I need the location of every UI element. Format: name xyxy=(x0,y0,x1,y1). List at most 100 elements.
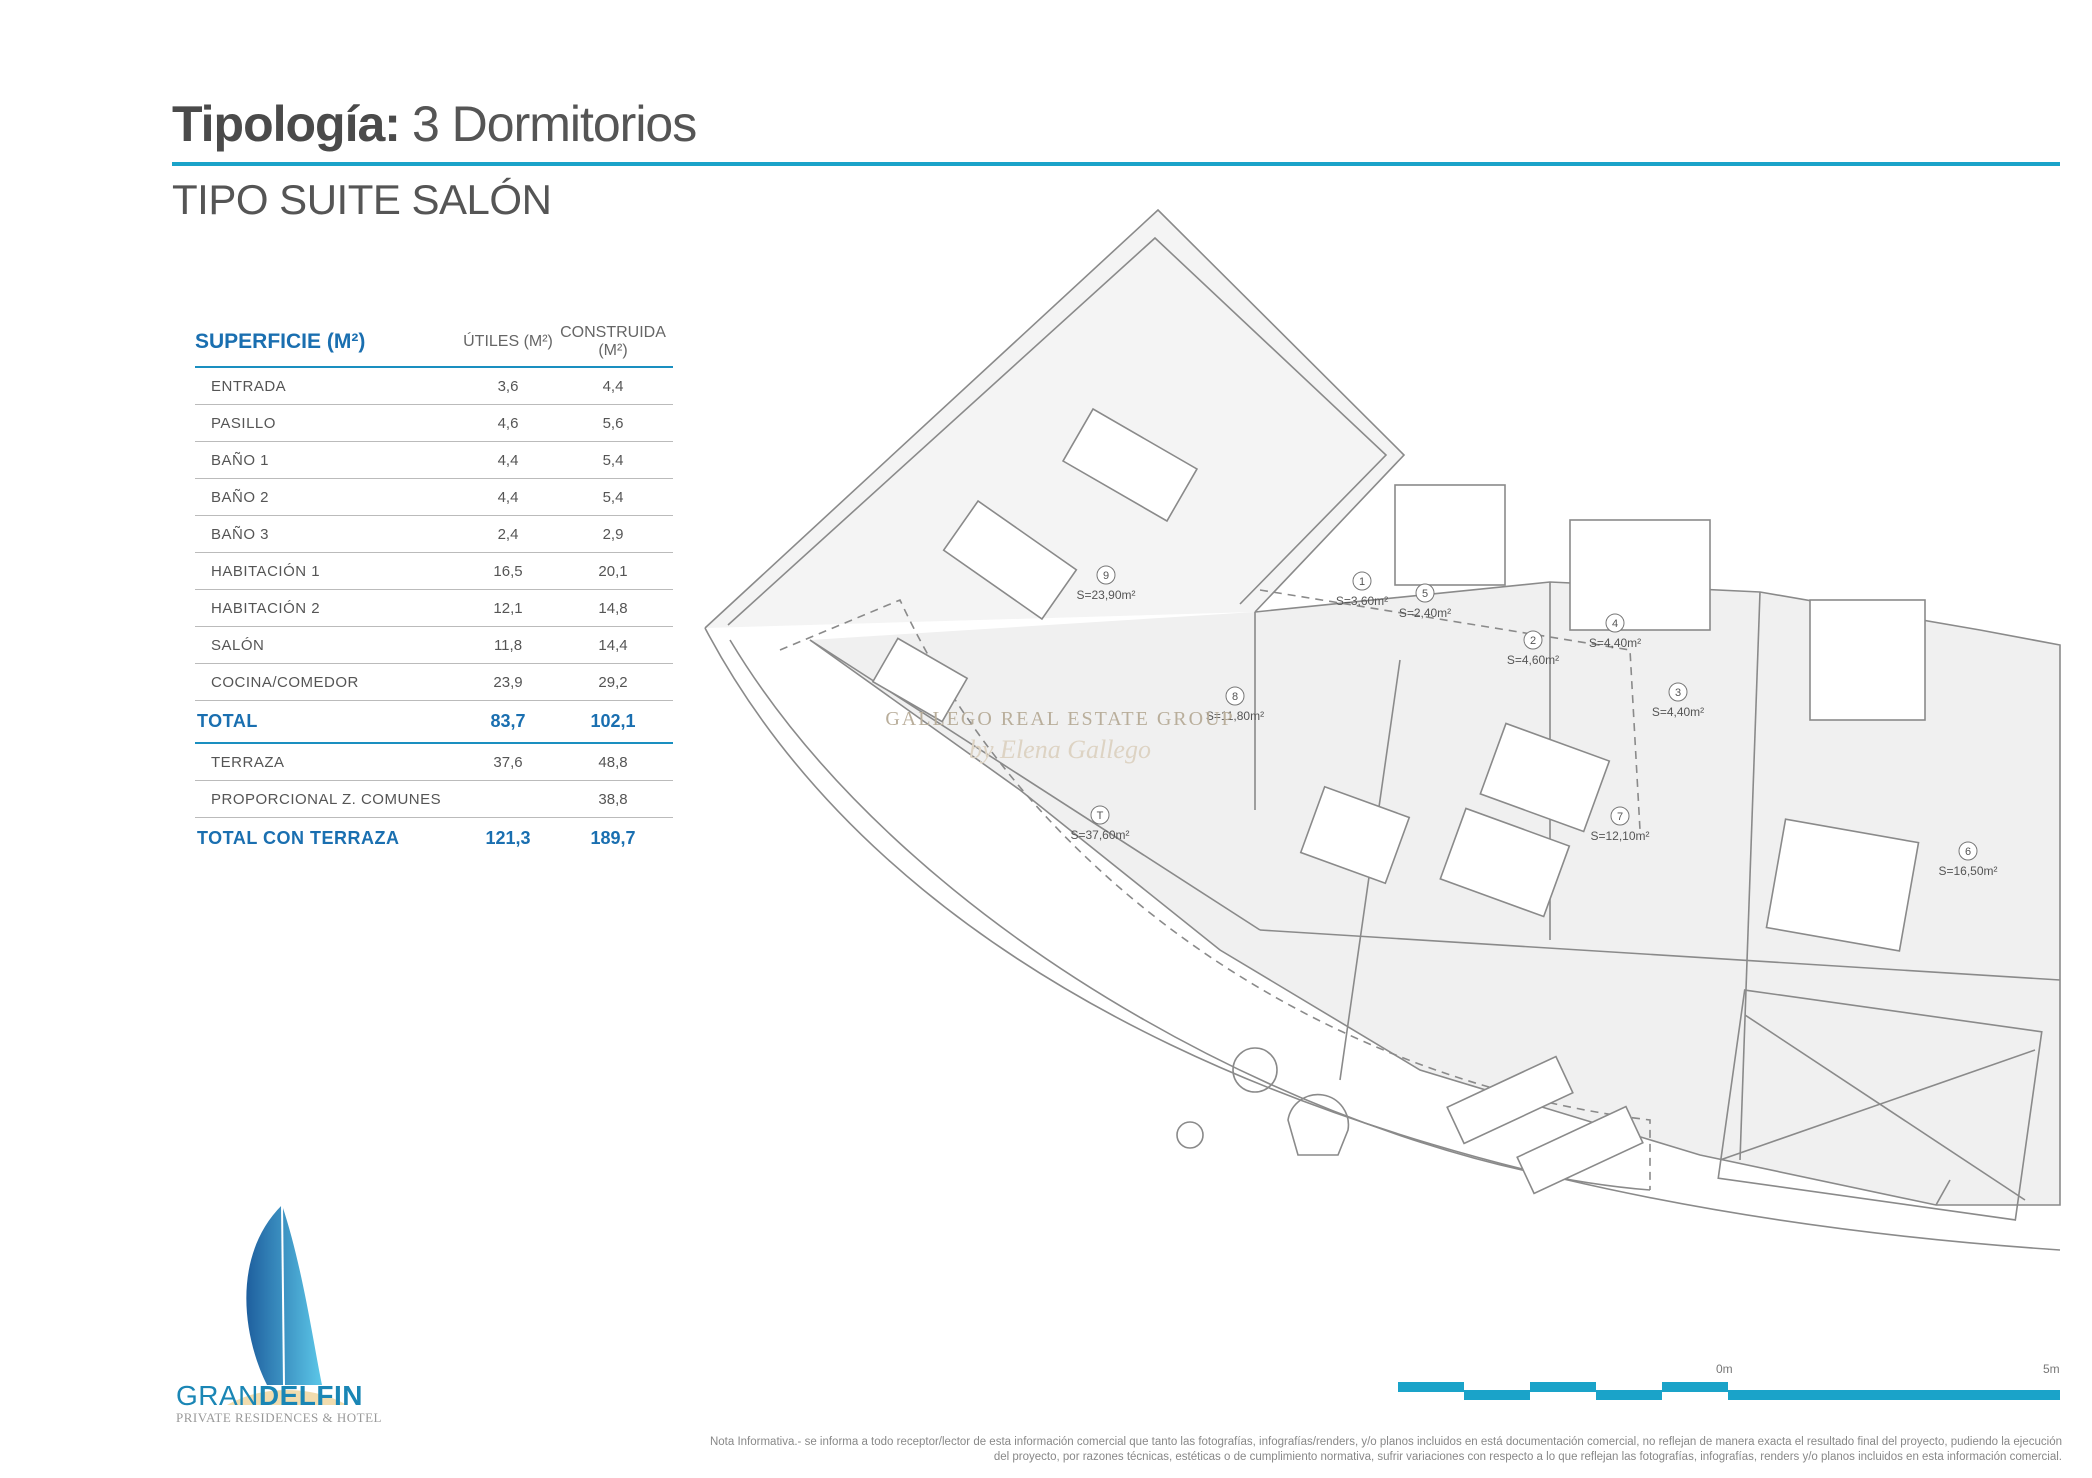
row-construida: 20,1 xyxy=(553,552,673,590)
row-utiles: 12,1 xyxy=(463,589,553,627)
row-utiles: 121,3 xyxy=(485,828,531,848)
bath-4 xyxy=(1569,519,1711,631)
room-number: 5 xyxy=(1422,588,1428,600)
room-label-7: 7 S=12,10m² xyxy=(1590,806,1650,843)
room-label-4: 4 S=4,40m² xyxy=(1589,613,1641,650)
row-label: PASILLO xyxy=(195,404,463,442)
wall-5 xyxy=(1739,591,1761,1161)
row-label: TOTAL xyxy=(195,700,463,744)
table-row: PASILLO 4,6 5,6 xyxy=(195,404,673,442)
watermark-line2: by Elena Gallego xyxy=(969,735,1151,764)
header-construida: CONSTRUIDA (M²) xyxy=(553,318,673,368)
row-label: HABITACIÓN 2 xyxy=(195,589,463,627)
scale-bar: 0m 5m xyxy=(1398,1362,2060,1400)
floor-plan: 1 S=3,60m² 2 S=4,60m² 3 S=4,40m² 4 S=4,40m² 5 S=2… xyxy=(704,208,2061,1251)
table-body: ENTRADA 3,6 4,4 PASILLO 4,6 5,6 BAÑO 1 4,4 5,4 BA… xyxy=(195,367,673,859)
room-area: S=4,60m² xyxy=(1507,653,1559,667)
row-utiles: 11,8 xyxy=(463,626,553,664)
total-row: TOTAL 83,7 102,1 xyxy=(195,700,673,744)
row-construida: 189,7 xyxy=(590,828,636,848)
plan-shell-main xyxy=(809,581,2061,1206)
table-row: ENTRADA 3,6 4,4 xyxy=(195,367,673,405)
total-terrace-row: TOTAL CON TERRAZA 121,3 189,7 xyxy=(195,818,673,860)
row-construida: 5,4 xyxy=(553,478,673,516)
solarium-x1 xyxy=(1744,1014,2026,1201)
room-label-T: T S=37,60m² xyxy=(1070,805,1130,842)
room-number: 1 xyxy=(1359,576,1365,588)
terrace-table xyxy=(871,637,969,723)
row-construida: 102,1 xyxy=(553,700,673,744)
row-construida: 14,4 xyxy=(553,626,673,664)
terrace-outer-curve xyxy=(704,627,2061,1251)
room-label-3: 3 S=4,40m² xyxy=(1652,682,1704,719)
row-label: BAÑO 3 xyxy=(195,515,463,553)
room-number: 9 xyxy=(1103,570,1109,582)
room-number-circle xyxy=(1605,613,1625,633)
row-construida: 5,4 xyxy=(553,441,673,479)
row-construida: 29,2 xyxy=(553,663,673,701)
row-utiles: 3,6 xyxy=(463,367,553,405)
plan-shell-kitchen-inner xyxy=(727,236,1388,626)
row-construida: 5,6 xyxy=(553,404,673,442)
room-number-circle xyxy=(1958,841,1978,861)
hall-dashed xyxy=(1259,589,1641,831)
room-area: S=16,50m² xyxy=(1938,864,1997,878)
row-construida: 4,4 xyxy=(553,367,673,405)
row-construida: 38,8 xyxy=(553,780,673,818)
table-row: HABITACIÓN 2 12,1 14,8 xyxy=(195,589,673,627)
room-label-6: 6 S=16,50m² xyxy=(1938,841,1998,878)
table-row: TERRAZA 37,6 48,8 xyxy=(195,743,673,781)
logo-tagline: PRIVATE RESIDENCES & HOTEL xyxy=(176,1410,382,1425)
row-utiles: 37,6 xyxy=(463,743,553,781)
room-number: 3 xyxy=(1675,687,1681,699)
solarium-x2 xyxy=(1719,1049,2036,1161)
dining-table xyxy=(942,499,1078,621)
wall-7 xyxy=(1259,929,2061,981)
table-row: BAÑO 1 4,4 5,4 xyxy=(195,441,673,479)
sofa-room-8 xyxy=(1299,785,1411,885)
row-label: BAÑO 2 xyxy=(195,478,463,516)
room-label-8: 8 S=11,80m² xyxy=(1206,686,1264,723)
room-number: 6 xyxy=(1965,846,1971,858)
bed-room-6 xyxy=(1765,818,1920,952)
room-area: S=4,40m² xyxy=(1652,705,1704,719)
room-area: S=4,40m² xyxy=(1589,636,1641,650)
room-label-9: 9 S=23,90m² xyxy=(1076,565,1136,602)
row-label: COCINA/COMEDOR xyxy=(195,663,463,701)
title-label: Tipología: xyxy=(172,96,401,152)
logo-name-bold: DELFIN xyxy=(258,1380,364,1411)
table-row: SALÓN 11,8 14,4 xyxy=(195,626,673,664)
bath-3 xyxy=(1809,599,1926,721)
terrace-lounger-1 xyxy=(1446,1055,1574,1145)
row-label: BAÑO 1 xyxy=(195,441,463,479)
logo-name: GRANDELFIN xyxy=(176,1380,382,1412)
terrace-inner-curve xyxy=(729,639,1651,1191)
bath-5 xyxy=(1394,484,1506,586)
scale-end-label: 5m xyxy=(2043,1362,2060,1376)
row-utiles: 83,7 xyxy=(463,700,553,744)
room-label-5: 5 S=2,40m² xyxy=(1399,583,1451,620)
room-number: T xyxy=(1097,810,1104,822)
room-area: S=11,80m² xyxy=(1206,709,1264,723)
room-label-1: 1 S=3,60m² xyxy=(1336,571,1388,608)
title-value: 3 Dormitorios xyxy=(411,96,697,152)
wall-6 xyxy=(1935,1179,1951,1206)
row-utiles: 23,9 xyxy=(463,663,553,701)
room-number: 7 xyxy=(1617,811,1623,823)
row-utiles: 16,5 xyxy=(463,552,553,590)
kitchen-island xyxy=(1061,407,1199,523)
room-number-circle xyxy=(1415,583,1435,603)
terrace-armchair xyxy=(1287,1093,1350,1156)
header-surface: SUPERFICIE (M²) xyxy=(195,318,463,368)
terrace-lounger-2 xyxy=(1516,1105,1644,1195)
row-utiles: 2,4 xyxy=(463,515,553,553)
table-row: BAÑO 2 4,4 5,4 xyxy=(195,478,673,516)
room-area: S=12,10m² xyxy=(1590,829,1649,843)
room-number-circle xyxy=(1090,805,1110,825)
room-number-circle xyxy=(1225,686,1245,706)
title-divider xyxy=(172,162,2060,166)
plan-shell-kitchen xyxy=(704,208,1406,629)
logo-name-light: GRAN xyxy=(176,1380,259,1411)
scale-start-label: 0m xyxy=(1716,1362,1733,1376)
room-number-circle xyxy=(1610,806,1630,826)
